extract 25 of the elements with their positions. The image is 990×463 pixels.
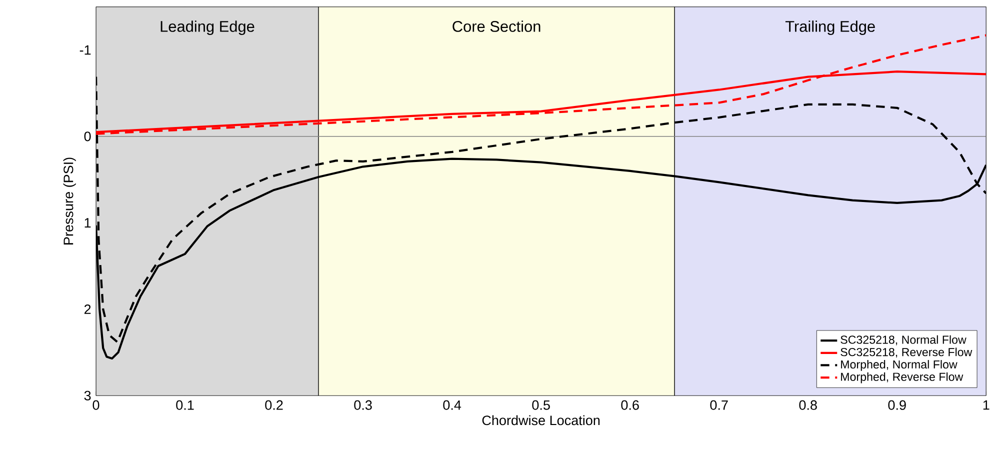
x-tick-label: 1 <box>983 400 990 410</box>
x-axis-title: Chordwise Location <box>482 414 600 425</box>
legend-label: SC325218, Reverse Flow <box>840 347 972 358</box>
legend-label: Morphed, Reverse Flow <box>841 372 964 383</box>
y-tick-label: 0 <box>84 131 91 141</box>
x-tick-label: 0.7 <box>710 400 728 410</box>
x-tick-label: 0.2 <box>265 400 283 410</box>
x-tick-label: 0.9 <box>888 400 906 410</box>
x-tick-label: 0.6 <box>621 400 639 410</box>
x-tick-label: 0.8 <box>799 400 817 410</box>
legend-label: SC325218, Normal Flow <box>840 335 966 345</box>
y-tick-label: -1 <box>80 45 91 54</box>
y-axis-title: Pressure (PSI) <box>63 157 76 244</box>
y-tick-label: 3 <box>84 390 91 400</box>
band-label: Leading Edge <box>160 20 254 35</box>
y-tick-label: 1 <box>84 218 91 228</box>
band-label: Trailing Edge <box>785 20 875 35</box>
y-tick-label: 2 <box>84 304 91 314</box>
legend-label: Morphed, Normal Flow <box>841 360 958 371</box>
x-tick-label: 0.3 <box>354 400 372 410</box>
x-tick-label: 0.4 <box>443 400 462 410</box>
band-label: Core Section <box>452 20 540 32</box>
x-tick-label: 0.1 <box>176 400 194 410</box>
x-tick-label: 0 <box>92 400 100 410</box>
x-tick-label: 0.5 <box>532 400 550 410</box>
